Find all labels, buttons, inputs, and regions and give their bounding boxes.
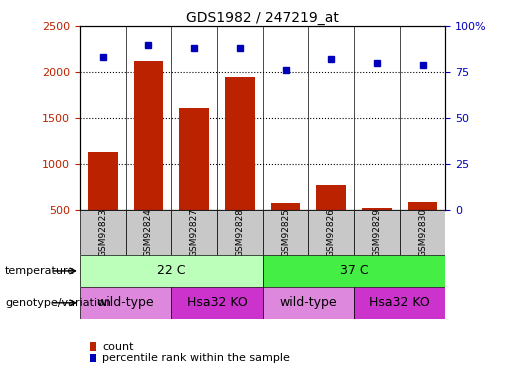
Text: GSM92829: GSM92829 [372, 208, 382, 257]
Text: wild-type: wild-type [97, 296, 154, 309]
Bar [263, 255, 445, 287]
Text: GSM92828: GSM92828 [235, 208, 244, 257]
Text: temperature: temperature [5, 266, 75, 276]
Text: GSM92830: GSM92830 [418, 208, 427, 257]
Bar [80, 210, 126, 255]
Bar [80, 287, 171, 319]
Bar [308, 210, 354, 255]
Bar [263, 287, 354, 319]
Bar [400, 210, 445, 255]
Bar [80, 255, 263, 287]
Text: Hsa32 KO: Hsa32 KO [186, 296, 247, 309]
Bar [88, 152, 117, 210]
Bar [217, 210, 263, 255]
Text: 22 C: 22 C [157, 264, 185, 278]
Text: GSM92825: GSM92825 [281, 208, 290, 257]
Bar [316, 185, 346, 210]
Bar [263, 210, 308, 255]
Bar [362, 208, 392, 210]
Text: percentile rank within the sample: percentile rank within the sample [102, 353, 290, 363]
Bar [354, 287, 445, 319]
Text: 37 C: 37 C [340, 264, 368, 278]
Text: GSM92826: GSM92826 [327, 208, 336, 257]
Bar [354, 210, 400, 255]
Text: count: count [102, 342, 134, 351]
Text: GSM92824: GSM92824 [144, 208, 153, 257]
Bar [171, 210, 217, 255]
Text: wild-type: wild-type [280, 296, 337, 309]
Bar [171, 287, 263, 319]
Text: Hsa32 KO: Hsa32 KO [369, 296, 430, 309]
Bar [133, 61, 163, 210]
Bar [271, 202, 300, 210]
Text: genotype/variation: genotype/variation [5, 298, 111, 308]
Text: GSM92823: GSM92823 [98, 208, 107, 257]
Bar [126, 210, 171, 255]
Bar [225, 77, 254, 210]
Bar [179, 108, 209, 210]
Text: GSM92827: GSM92827 [190, 208, 199, 257]
Bar [408, 202, 437, 210]
Title: GDS1982 / 247219_at: GDS1982 / 247219_at [186, 11, 339, 25]
